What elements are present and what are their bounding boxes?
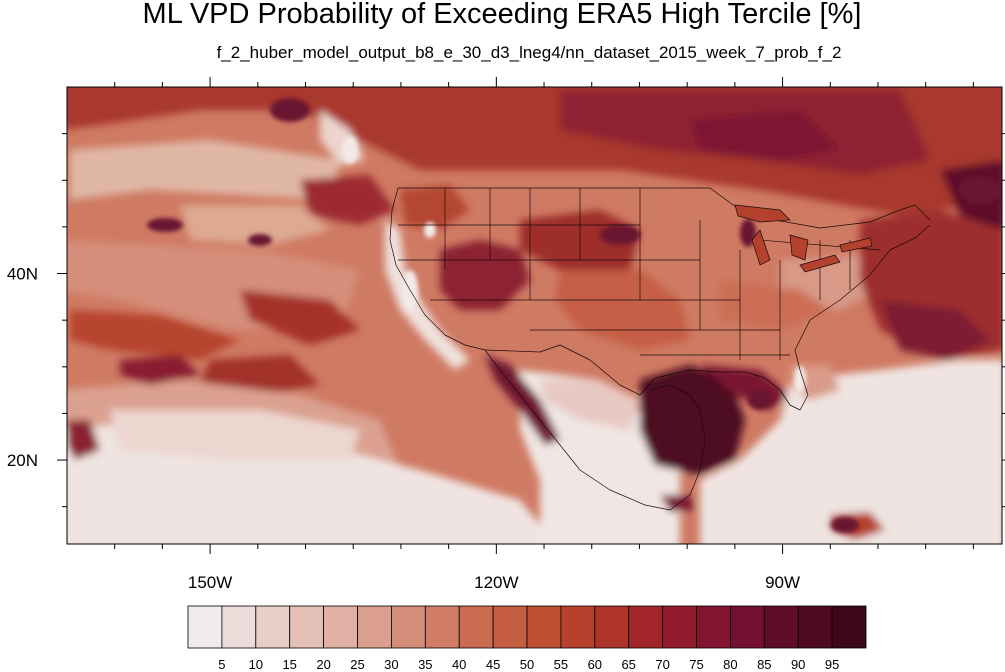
colorbar-label: 15 <box>282 657 296 672</box>
colorbar-label: 40 <box>452 657 466 672</box>
x-tick-label: 120W <box>474 573 518 592</box>
colorbar-label: 55 <box>554 657 568 672</box>
colorbar-swatch <box>594 605 630 649</box>
colorbar-swatch <box>696 605 731 649</box>
colorbar-label: 60 <box>588 657 602 672</box>
colorbar-swatch <box>628 605 664 649</box>
y-tick-label: 20N <box>7 451 38 470</box>
colorbar-label: 30 <box>384 657 398 672</box>
colorbar-swatch <box>255 605 291 649</box>
colorbar-swatch <box>763 605 799 649</box>
colorbar-label: 80 <box>723 657 737 672</box>
map-title: ML VPD Probability of Exceeding ERA5 Hig… <box>143 0 862 30</box>
colorbar-swatch <box>221 605 257 649</box>
map-frame <box>66 86 1003 545</box>
colorbar-swatch <box>289 605 325 649</box>
colorbar-label: 65 <box>621 657 635 672</box>
colorbar-label: 90 <box>791 657 805 672</box>
map-subtitle: f_2_huber_model_output_b8_e_30_d3_lneg4/… <box>217 43 842 62</box>
colorbar-swatch <box>187 605 223 649</box>
colorbar-label: 10 <box>249 657 263 672</box>
colorbar-label: 70 <box>655 657 669 672</box>
colorbar-swatch <box>662 605 697 649</box>
colorbar-swatch <box>730 605 765 649</box>
y-tick-label: 40N <box>7 265 38 284</box>
state-boundaries <box>389 187 931 511</box>
x-tick-label: 150W <box>188 573 232 592</box>
colorbar: 5 10 15 20 25 30 35 40 45 50 55 60 65 70 75 80 85 90 95 <box>187 605 867 672</box>
probability-field <box>67 87 1002 544</box>
colorbar-swatch <box>357 605 392 649</box>
map-axes: 150W 120W 90W 40N 20N <box>7 77 1005 592</box>
colorbar-swatch <box>492 605 528 649</box>
x-tick-label: 90W <box>765 573 800 592</box>
colorbar-swatch <box>526 605 562 649</box>
colorbar-label: 5 <box>218 657 225 672</box>
colorbar-swatch <box>424 605 460 649</box>
colorbar-swatch <box>458 605 494 649</box>
colorbar-label: 25 <box>350 657 364 672</box>
colorbar-label: 85 <box>757 657 771 672</box>
colorbar-label: 95 <box>825 657 839 672</box>
colorbar-swatch <box>323 605 358 649</box>
colorbar-swatch <box>390 605 426 649</box>
colorbar-label: 20 <box>316 657 330 672</box>
colorbar-swatch <box>831 605 867 649</box>
colorbar-label: 50 <box>520 657 534 672</box>
map-panel: 150W 120W 90W 40N 20N <box>7 77 1005 592</box>
colorbar-label: 45 <box>486 657 500 672</box>
great-lakes <box>734 204 873 273</box>
colorbar-label: 35 <box>418 657 432 672</box>
colorbar-label: 75 <box>689 657 703 672</box>
colorbar-swatch <box>797 605 833 649</box>
colorbar-swatch <box>560 605 596 649</box>
